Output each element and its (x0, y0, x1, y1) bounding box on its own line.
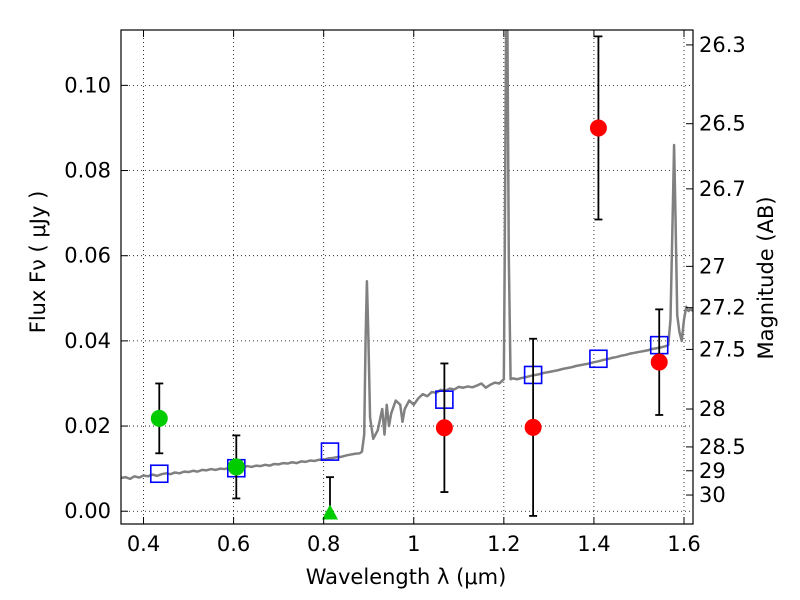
y-tick-label: 0.00 (64, 499, 111, 523)
right-tick-label: 26.7 (699, 177, 746, 201)
y-tick-label: 0.06 (64, 244, 111, 268)
model-spectrum-line (121, 30, 693, 481)
observed-flux-point (589, 119, 607, 137)
x-tick-label: 0.8 (307, 532, 340, 556)
y-tick-label: 0.10 (64, 73, 111, 97)
right-axis-label: Magnitude (AB) (754, 196, 778, 359)
right-tick-label: 26.5 (699, 112, 746, 136)
observed-flux-point (227, 458, 245, 476)
observed-flux-point (435, 419, 453, 437)
x-tick-label: 1.2 (487, 532, 520, 556)
x-tick-label: 0.6 (217, 532, 250, 556)
x-tick-label: 1.6 (667, 532, 700, 556)
model-flux-square (149, 464, 169, 484)
axis-ticks: 0.4 0.6 0.8 1 1.2 1.4 1.6 0.00 0.02 0.04 0.06 0.08 0… (64, 30, 746, 556)
right-tick-label: 29 (699, 459, 726, 483)
right-tick-label: 30 (699, 483, 726, 507)
x-tick-label: 1 (407, 532, 420, 556)
grid-lines (121, 30, 693, 524)
x-axis-label: Wavelength λ (μm) (306, 565, 507, 589)
upper-limit-triangle (321, 504, 338, 520)
right-tick-label: 28.5 (699, 435, 746, 459)
x-tick-label: 0.4 (127, 532, 160, 556)
observed-flux-point (524, 418, 542, 436)
plot-frame (120, 29, 694, 525)
right-tick-label: 27.5 (699, 337, 746, 361)
observed-flux-point (650, 353, 668, 371)
right-tick-label: 28 (699, 397, 726, 421)
right-tick-label: 27 (699, 254, 726, 278)
observed-flux-point (150, 409, 168, 427)
y-axis-label: Flux Fν ( μJy ) (26, 191, 50, 334)
x-tick-label: 1.4 (577, 532, 610, 556)
model-flux-square (589, 349, 608, 369)
model-flux-square (320, 442, 340, 461)
y-tick-label: 0.08 (64, 159, 111, 183)
plot-area (121, 30, 693, 520)
y-tick-label: 0.04 (64, 329, 111, 353)
right-tick-label: 27.2 (699, 296, 746, 320)
y-tick-label: 0.02 (64, 414, 111, 438)
right-tick-label: 26.3 (699, 33, 746, 57)
